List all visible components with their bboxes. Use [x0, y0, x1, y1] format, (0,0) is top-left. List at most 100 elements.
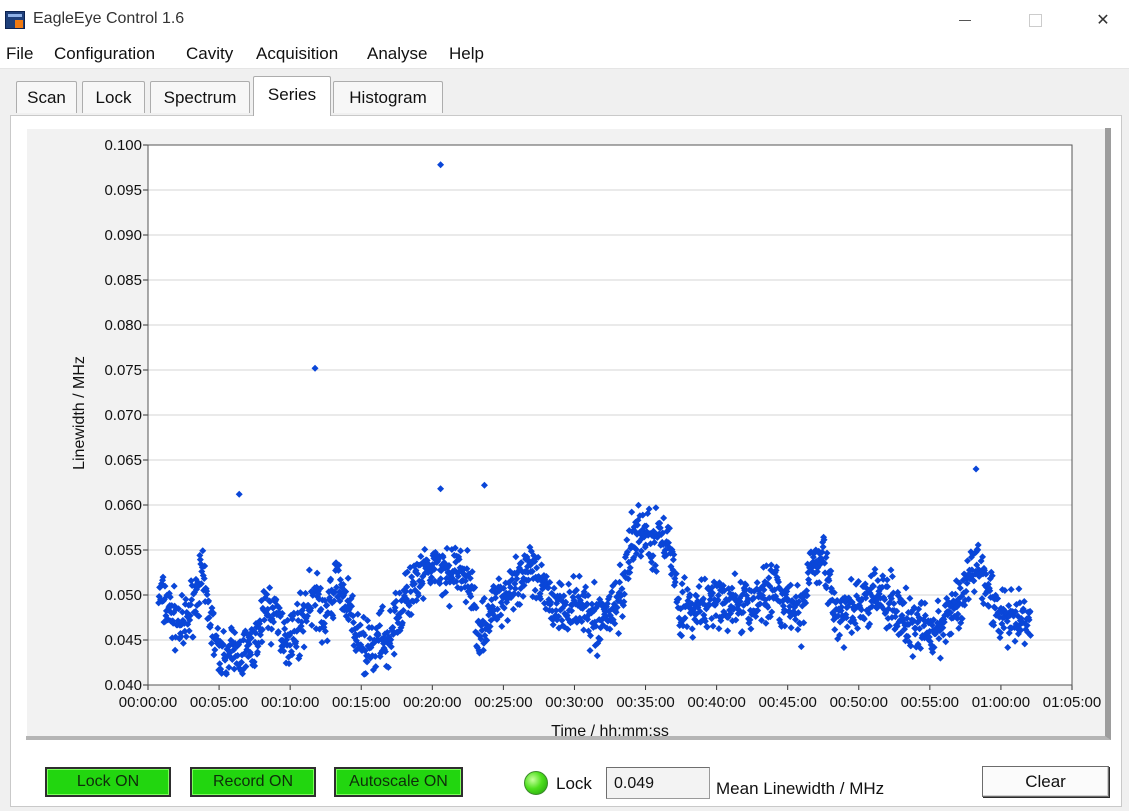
data-point: [428, 566, 436, 574]
data-point: [696, 607, 704, 615]
data-point: [550, 584, 558, 592]
data-point: [1023, 621, 1031, 629]
menu-acquisition[interactable]: Acquisition: [256, 44, 339, 63]
record-on-button[interactable]: Record ON: [190, 767, 316, 797]
data-point: [603, 600, 611, 608]
data-point: [961, 601, 969, 609]
data-point: [344, 574, 352, 582]
data-point: [979, 553, 987, 561]
tab-lock[interactable]: Lock: [82, 81, 145, 113]
data-point: [794, 625, 802, 633]
data-point: [795, 598, 803, 606]
x-tick-label: 00:50:00: [830, 694, 888, 711]
data-point: [294, 616, 302, 624]
data-point: [371, 652, 379, 660]
data-point: [349, 619, 357, 627]
data-point: [953, 615, 961, 623]
data-point: [921, 612, 929, 620]
close-button[interactable]: ✕: [1080, 0, 1126, 40]
data-point: [697, 618, 705, 626]
data-point: [491, 594, 499, 602]
tab-histogram[interactable]: Histogram: [333, 81, 443, 113]
data-point: [952, 577, 960, 585]
data-point: [387, 643, 395, 651]
data-point: [413, 570, 421, 578]
data-point: [834, 635, 842, 643]
data-point: [620, 598, 628, 606]
data-point: [848, 598, 856, 606]
data-point: [493, 605, 501, 613]
data-point: [506, 567, 514, 575]
mean-linewidth-display: 0.049: [606, 767, 710, 799]
data-point: [379, 603, 387, 611]
data-point: [364, 616, 372, 624]
data-point: [313, 569, 321, 577]
data-point: [564, 625, 572, 633]
data-point: [500, 604, 508, 612]
data-point: [405, 602, 413, 610]
menu-bar: File Configuration Cavity Acquisition An…: [0, 40, 1129, 69]
data-point: [270, 618, 278, 626]
data-point: [990, 621, 998, 629]
data-point: [854, 577, 862, 585]
data-point: [586, 646, 594, 654]
data-point: [281, 625, 289, 633]
data-point: [988, 572, 996, 580]
menu-cavity[interactable]: Cavity: [186, 44, 234, 63]
data-point: [632, 545, 640, 553]
y-tick-label: 0.070: [104, 407, 142, 424]
data-point: [879, 575, 887, 583]
data-point: [638, 535, 646, 543]
data-point: [907, 642, 915, 650]
tab-scan[interactable]: Scan: [16, 81, 77, 113]
maximize-button[interactable]: [1012, 0, 1058, 40]
data-point: [286, 641, 294, 649]
data-point: [288, 615, 296, 623]
data-point: [706, 596, 714, 604]
menu-analyse[interactable]: Analyse: [367, 44, 428, 63]
clear-button[interactable]: Clear: [982, 766, 1109, 797]
data-point: [210, 651, 218, 659]
data-point: [305, 566, 313, 574]
data-point: [985, 602, 993, 610]
data-point: [893, 607, 901, 615]
data-point: [245, 640, 253, 648]
autoscale-on-button[interactable]: Autoscale ON: [334, 767, 463, 797]
data-point: [934, 607, 942, 615]
tab-spectrum[interactable]: Spectrum: [150, 81, 250, 113]
data-point: [935, 635, 943, 643]
data-point: [818, 548, 826, 556]
data-point: [728, 584, 736, 592]
menu-help[interactable]: Help: [449, 44, 484, 63]
x-tick-label: 00:00:00: [119, 694, 177, 711]
data-point: [699, 595, 707, 603]
data-point: [570, 572, 578, 580]
data-point: [254, 648, 262, 656]
data-point: [586, 632, 594, 640]
tab-series[interactable]: Series: [253, 76, 331, 116]
data-point: [888, 572, 896, 580]
lock-on-button[interactable]: Lock ON: [45, 767, 171, 797]
y-axis-label: Linewidth / MHz: [71, 356, 88, 470]
data-point: [661, 546, 669, 554]
menu-configuration[interactable]: Configuration: [54, 44, 156, 63]
data-point: [293, 600, 301, 608]
data-point: [965, 595, 973, 603]
data-point: [970, 577, 978, 585]
data-point: [283, 636, 291, 644]
data-point: [256, 617, 264, 625]
data-point: [616, 578, 624, 586]
data-point: [411, 580, 419, 588]
minimize-button[interactable]: [942, 0, 988, 40]
data-point: [854, 624, 862, 632]
data-point: [399, 607, 407, 615]
y-tick-label: 0.095: [104, 182, 142, 199]
data-point: [958, 615, 966, 623]
menu-file[interactable]: File: [6, 44, 34, 63]
data-point: [582, 583, 590, 591]
data-point: [596, 635, 604, 643]
y-tick-label: 0.075: [104, 362, 142, 379]
data-point: [261, 594, 269, 602]
data-point: [836, 631, 844, 639]
data-point: [321, 627, 329, 635]
